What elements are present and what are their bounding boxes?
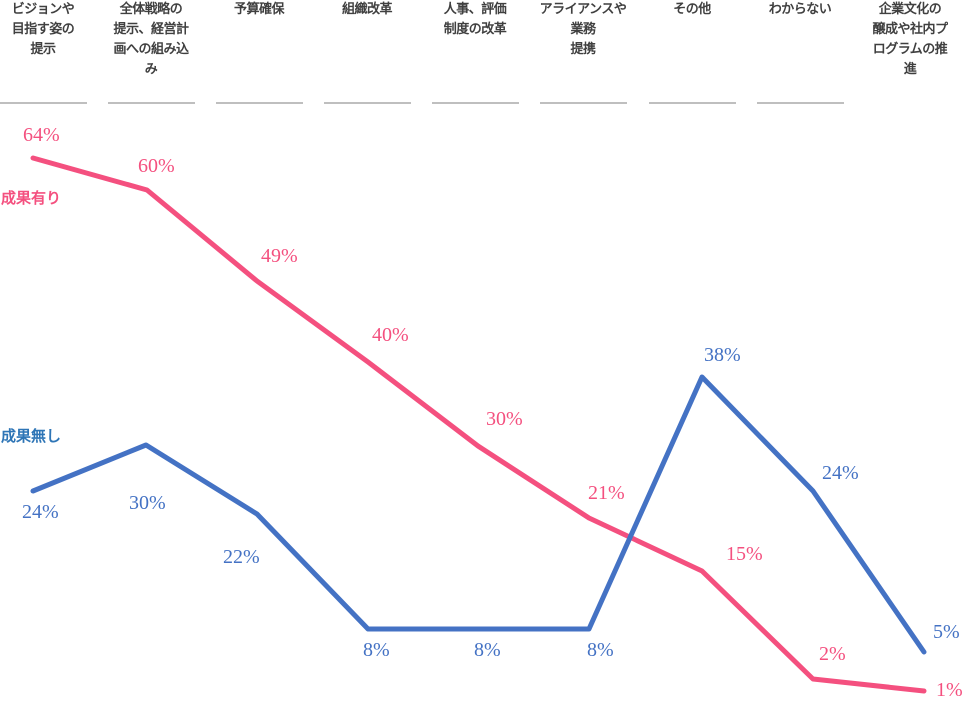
series-label-no-success: 成果無し [1,427,62,445]
header-divider [324,102,411,104]
header-divider [0,102,87,104]
category-header-3: 予算確保 [233,2,285,17]
data-label-success: 1% [936,679,963,701]
data-label-no-success: 8% [587,639,614,661]
header-divider [216,102,303,104]
category-header-8: わからない [768,2,832,17]
series-line-no-success [30,374,927,655]
header-divider [649,102,736,104]
header-divider [432,102,519,104]
category-header-9: 企業文化の 醸成や社内プ ログラムの推 進 [872,2,948,77]
series-label-success: 成果有り [1,189,62,207]
data-label-no-success: 22% [223,546,260,568]
data-label-no-success: 5% [933,621,960,643]
category-header-2: 全体戦略の 提示、経営計 画への組み込 み [113,2,189,77]
data-label-no-success: 8% [474,639,501,661]
category-header-1: ビジョンや 目指す姿の 提示 [11,2,75,57]
data-label-success: 21% [588,482,625,504]
data-label-success: 40% [372,324,409,346]
data-label-no-success: 8% [363,639,390,661]
data-label-success: 64% [23,124,60,146]
category-header-4: 組織改革 [341,2,393,17]
category-header-7: その他 [673,2,711,17]
data-label-no-success: 24% [822,462,859,484]
data-label-no-success: 24% [22,501,59,523]
data-label-no-success: 38% [704,344,741,366]
category-header-6: アライアンスや 業務 提携 [539,2,627,57]
category-header-5: 人事、評価 制度の改革 [443,2,507,37]
data-label-success: 49% [261,245,298,267]
data-label-success: 15% [726,543,763,565]
data-label-success: 30% [486,408,523,430]
header-divider [540,102,627,104]
data-label-success: 60% [138,155,175,177]
data-label-success: 2% [819,643,846,665]
series-line-success [30,155,927,694]
data-label-no-success: 30% [129,492,166,514]
header-divider [757,102,844,104]
header-divider [108,102,195,104]
